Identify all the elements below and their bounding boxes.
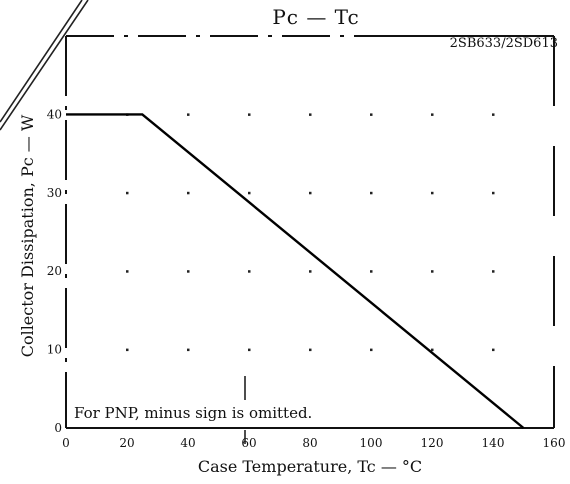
x-tick-labels: 0 20 40 60 80 100 120 140 160 xyxy=(62,436,565,450)
grid-dot xyxy=(370,270,373,273)
x-tick-label: 120 xyxy=(421,436,444,450)
x-tick-label: 100 xyxy=(360,436,383,450)
y-axis-label: Collector Dissipation, Pc — W xyxy=(18,114,37,357)
grid-dot xyxy=(248,113,251,116)
grid-dot xyxy=(126,191,129,195)
x-tick-label: 160 xyxy=(543,436,566,450)
y-tick-label: 40 xyxy=(47,107,62,121)
grid-dot xyxy=(492,191,495,195)
x-tick-label: 0 xyxy=(62,436,70,450)
scan-edge-decoration xyxy=(0,0,89,131)
y-tick-label: 10 xyxy=(47,343,62,357)
grid-dot xyxy=(126,348,129,352)
x-axis-label: Case Temperature, Tc — °C xyxy=(198,457,422,476)
grid-dot xyxy=(370,191,373,195)
grid-dot xyxy=(431,348,434,352)
x-tick-label: 20 xyxy=(119,436,134,450)
grid-dots xyxy=(126,113,495,444)
grid-dot xyxy=(187,113,190,116)
grid-dot xyxy=(431,270,434,273)
grid-dot xyxy=(248,270,251,273)
y-tick-label: 0 xyxy=(54,421,62,435)
grid-dot xyxy=(492,113,495,116)
grid-dot xyxy=(126,270,129,273)
series-line-0 xyxy=(66,113,525,429)
grid-dot xyxy=(492,348,495,352)
x-tick-label: 80 xyxy=(302,436,317,450)
grid-dot xyxy=(309,113,312,116)
y-tick-label: 30 xyxy=(47,186,62,200)
y-tick-label: 20 xyxy=(47,264,62,278)
grid-dot xyxy=(431,191,434,195)
grid-dot xyxy=(431,113,434,116)
chart-note: For PNP, minus sign is omitted. xyxy=(74,404,312,422)
x-tick-label: 40 xyxy=(180,436,195,450)
grid-dot xyxy=(370,113,373,116)
grid-dot xyxy=(309,191,312,195)
y-tick-labels: 0 10 20 30 40 xyxy=(47,107,62,435)
grid-dot xyxy=(187,191,190,195)
grid-dot xyxy=(309,270,312,273)
grid-dot xyxy=(248,348,251,352)
x-tick-label: 60 xyxy=(241,436,256,450)
chart-title: Pc — Tc xyxy=(272,5,359,29)
plot-frame xyxy=(65,35,555,429)
part-number-label: 2SB633/2SD613 xyxy=(450,36,558,51)
x-tick-label: 140 xyxy=(482,436,505,450)
grid-dot xyxy=(187,270,190,273)
grid-dot xyxy=(370,348,373,352)
grid-dot xyxy=(309,348,312,352)
grid-dot xyxy=(248,191,251,195)
grid-dot xyxy=(492,270,495,273)
series-layer xyxy=(66,113,525,429)
grid-dot xyxy=(187,348,190,352)
